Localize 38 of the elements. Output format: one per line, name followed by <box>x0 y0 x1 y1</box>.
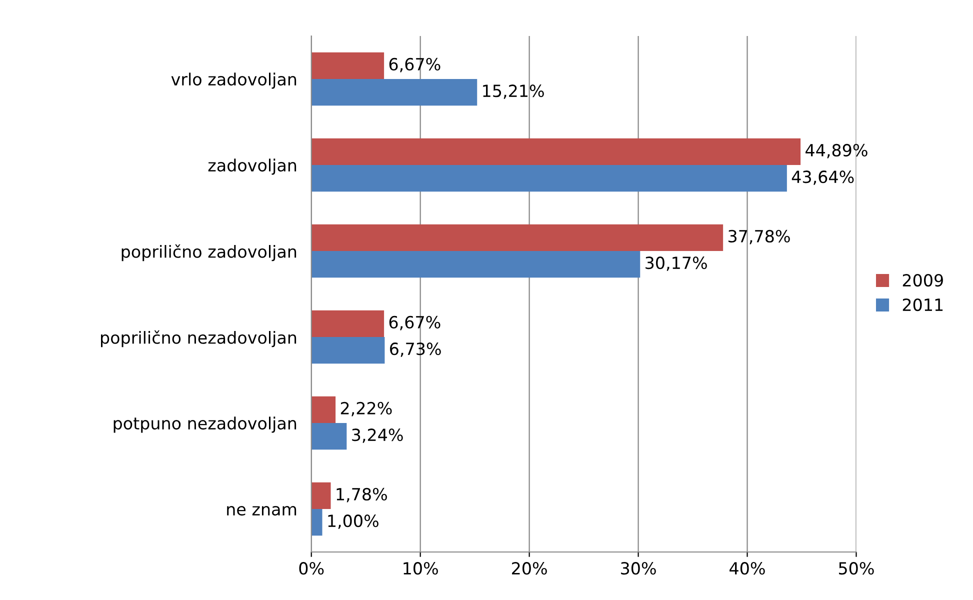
bar <box>311 224 724 251</box>
bar <box>311 337 385 364</box>
legend-label: 2009 <box>902 274 943 287</box>
bar <box>311 79 478 106</box>
data-label: 3,24% <box>352 428 403 443</box>
bar <box>311 396 336 423</box>
data-label: 44,89% <box>806 144 868 158</box>
bar <box>311 138 801 165</box>
data-label: 30,17% <box>646 256 707 271</box>
y-tick-label: ne znam <box>227 506 296 516</box>
y-tick-label: poprilično nezadovoljan <box>101 330 296 348</box>
bar <box>311 251 640 278</box>
data-label: 1,78% <box>336 488 387 502</box>
x-tick-label: 50% <box>839 562 874 575</box>
data-label: 6,67% <box>389 58 440 72</box>
bar <box>311 482 331 509</box>
data-label: 6,73% <box>390 342 441 357</box>
data-label: 37,78% <box>728 230 790 244</box>
bar <box>311 423 347 450</box>
y-tick-label: poprilično zadovoljan <box>122 244 296 262</box>
y-tick-label: vrlo zadovoljan <box>171 72 296 89</box>
data-label: 15,21% <box>483 84 544 99</box>
legend-label: 2011 <box>902 298 943 312</box>
bar <box>311 310 384 337</box>
x-tick-label: 30% <box>621 562 656 575</box>
x-tick-label: 20% <box>512 562 547 575</box>
data-label: 6,67% <box>389 316 440 330</box>
x-tick-label: 40% <box>730 562 765 575</box>
x-tick-label: 10% <box>404 562 438 575</box>
bar <box>311 509 322 536</box>
y-tick-label: potpuno nezadovoljan <box>114 416 296 433</box>
data-label: 1,00% <box>328 514 378 529</box>
x-tick-label: 0% <box>299 562 324 575</box>
data-label: 2,22% <box>340 402 392 416</box>
data-label: 43,64% <box>792 170 854 185</box>
bar <box>311 52 384 79</box>
bar <box>311 165 787 192</box>
y-tick-label: zadovoljan <box>208 158 296 175</box>
